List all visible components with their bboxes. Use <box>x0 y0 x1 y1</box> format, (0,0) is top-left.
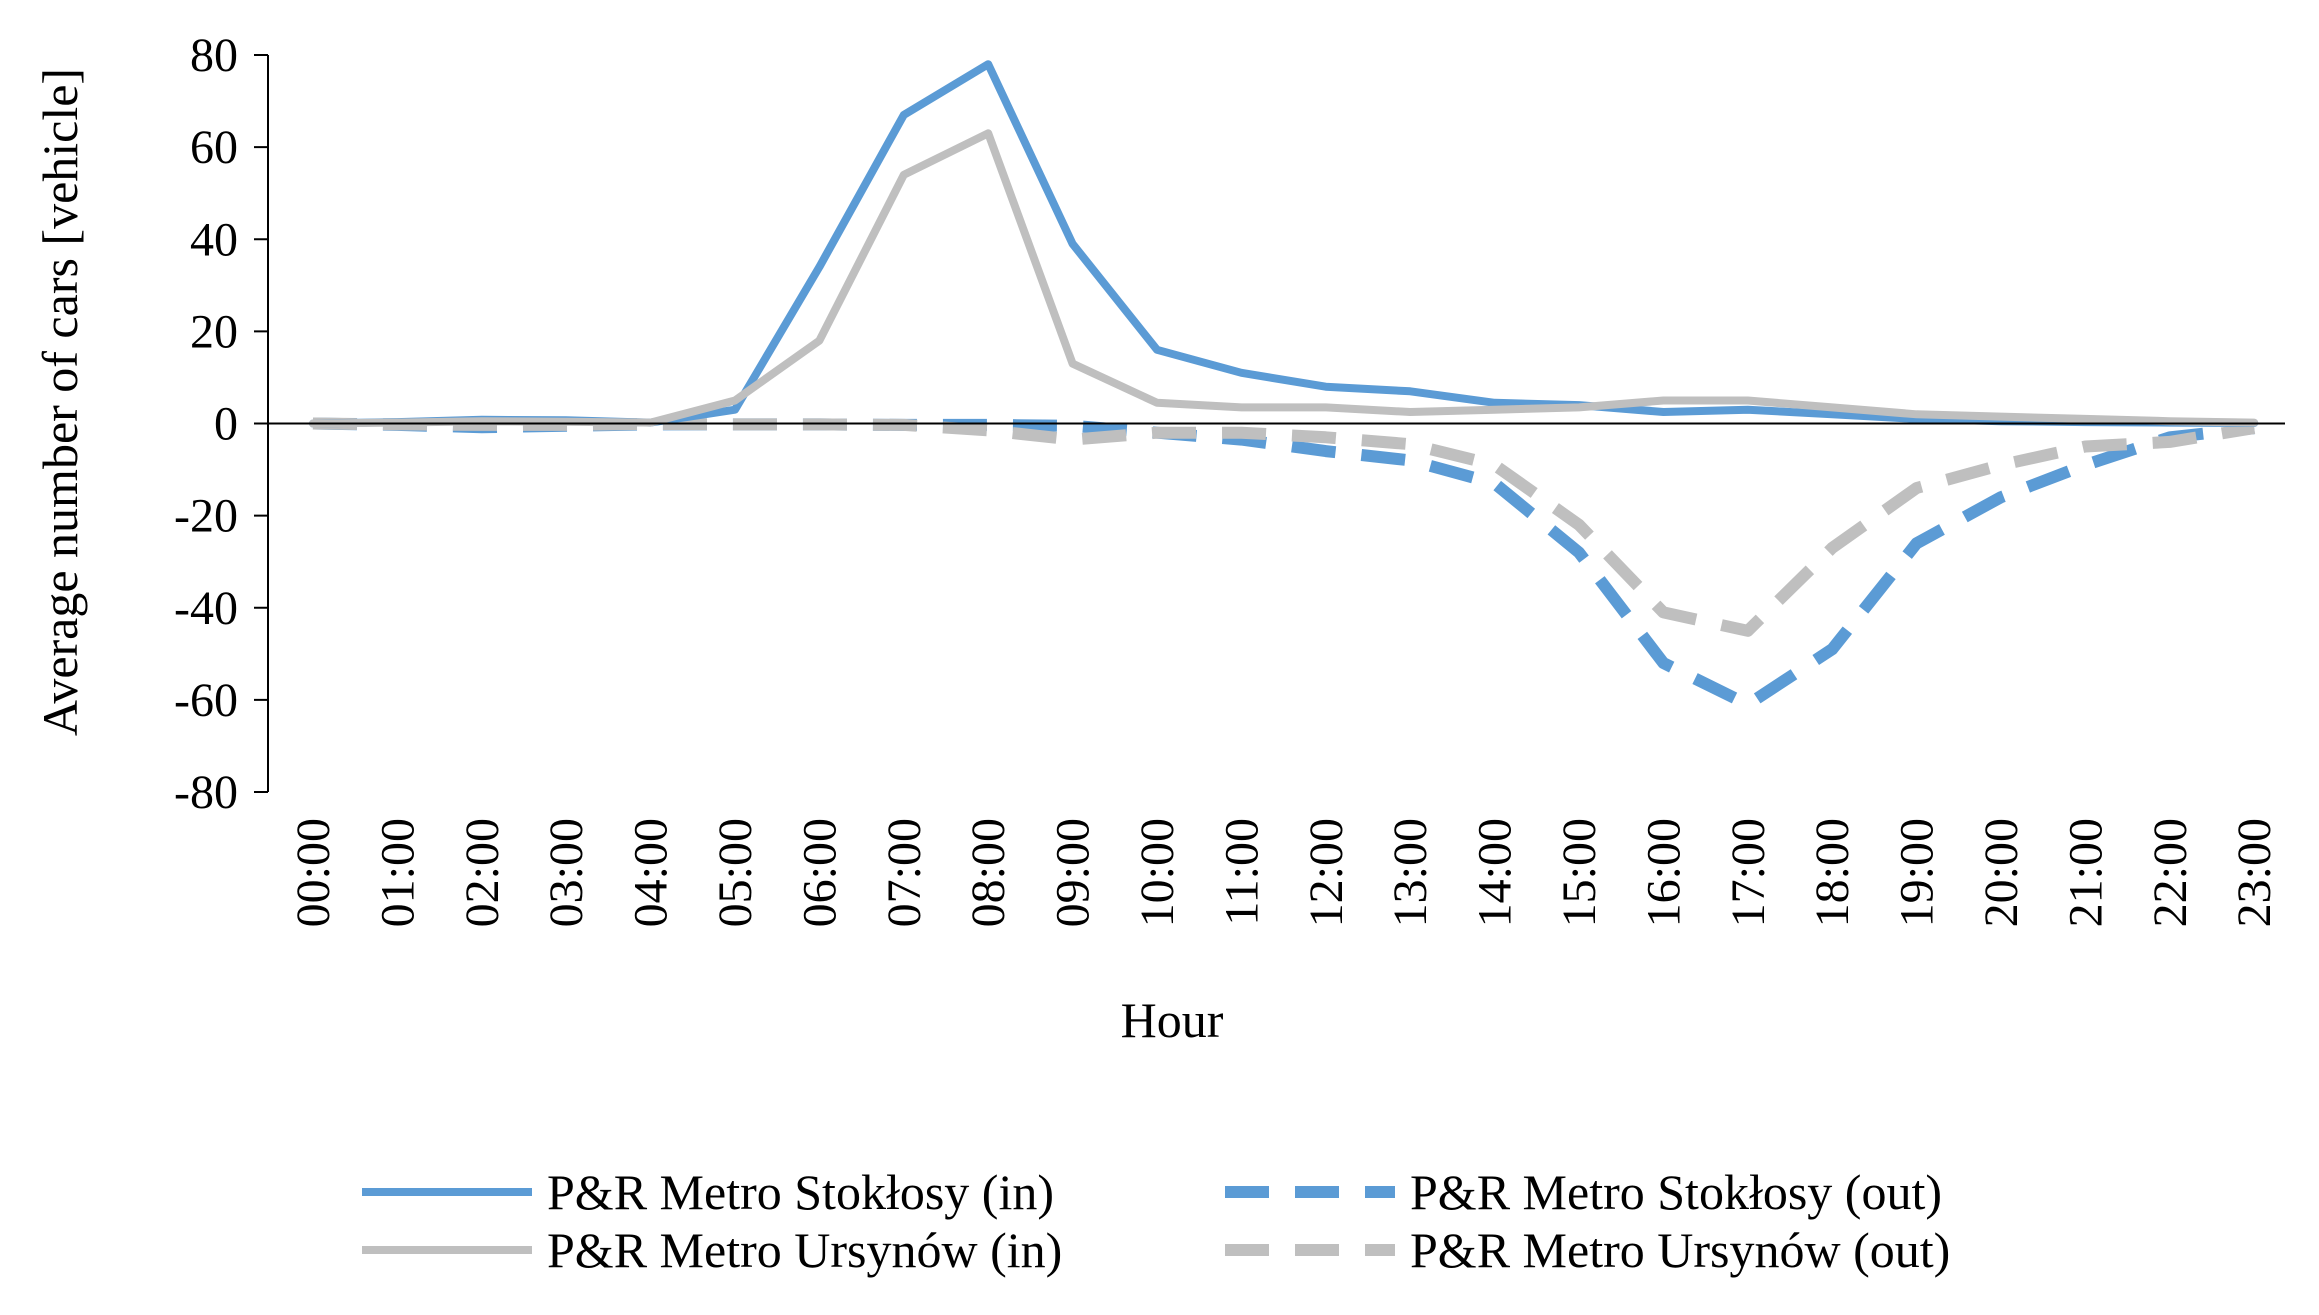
x-tick-label: 08:00 <box>962 818 1015 927</box>
x-tick-label: 06:00 <box>793 818 846 927</box>
axes-layer: 80 60 40 20 0 -20 -40 -60 -80 00:00 01:00 02:00 03:… <box>174 29 2285 927</box>
x-tick-label: 19:00 <box>1891 818 1944 927</box>
x-tick-label: 07:00 <box>878 818 931 927</box>
x-tick-label: 10:00 <box>1131 818 1184 927</box>
y-tick-label: 0 <box>214 398 238 451</box>
x-tick-label: 13:00 <box>1384 818 1437 927</box>
series-line-in-1 <box>309 129 2259 428</box>
x-tick-label: 02:00 <box>456 818 509 927</box>
legend: P&R Metro Stokłosy (in) P&R Metro Stokłos… <box>362 1164 1950 1278</box>
x-tick-label: 05:00 <box>709 818 762 927</box>
x-tick-label: 22:00 <box>2144 818 2197 927</box>
y-tick-label: -80 <box>174 766 238 819</box>
y-tick-label: -20 <box>174 490 238 543</box>
legend-label: P&R Metro Ursynów (in) <box>547 1222 1062 1278</box>
x-tick-label: 16:00 <box>1637 818 1690 927</box>
x-tick-label: 00:00 <box>287 818 340 927</box>
legend-label: P&R Metro Ursynów (out) <box>1410 1222 1950 1278</box>
legend-label: P&R Metro Stokłosy (out) <box>1410 1164 1942 1220</box>
x-tick-label: 18:00 <box>1806 818 1859 927</box>
x-axis-title: Hour <box>1121 992 1224 1048</box>
y-tick-label: 60 <box>190 121 238 174</box>
x-tick-label: 12:00 <box>1300 818 1353 927</box>
x-tick-label: 23:00 <box>2228 818 2281 927</box>
x-tick-label: 09:00 <box>1047 818 1100 927</box>
y-tick-label: 80 <box>190 29 238 82</box>
legend-label: P&R Metro Stokłosy (in) <box>547 1164 1054 1220</box>
y-tick-label: -40 <box>174 582 238 635</box>
x-tick-label: 03:00 <box>540 818 593 927</box>
y-axis-ticks: 80 60 40 20 0 -20 -40 -60 -80 <box>174 29 268 819</box>
y-axis-title: Average number of cars [vehicle] <box>32 68 88 736</box>
x-tick-label: 17:00 <box>1722 818 1775 927</box>
x-tick-label: 15:00 <box>1553 818 1606 927</box>
y-tick-label: -60 <box>174 674 238 727</box>
y-tick-label: 40 <box>190 213 238 266</box>
x-tick-label: 04:00 <box>625 818 678 927</box>
x-tick-label: 01:00 <box>371 818 424 927</box>
x-tick-label: 14:00 <box>1469 818 1522 927</box>
y-tick-label: 20 <box>190 305 238 358</box>
x-tick-label: 21:00 <box>2059 818 2112 927</box>
x-tick-label: 20:00 <box>1975 818 2028 927</box>
x-axis-ticks: 00:00 01:00 02:00 03:00 04:00 05:00 06:00 07:00… <box>287 818 2281 927</box>
x-tick-label: 11:00 <box>1215 818 1268 926</box>
